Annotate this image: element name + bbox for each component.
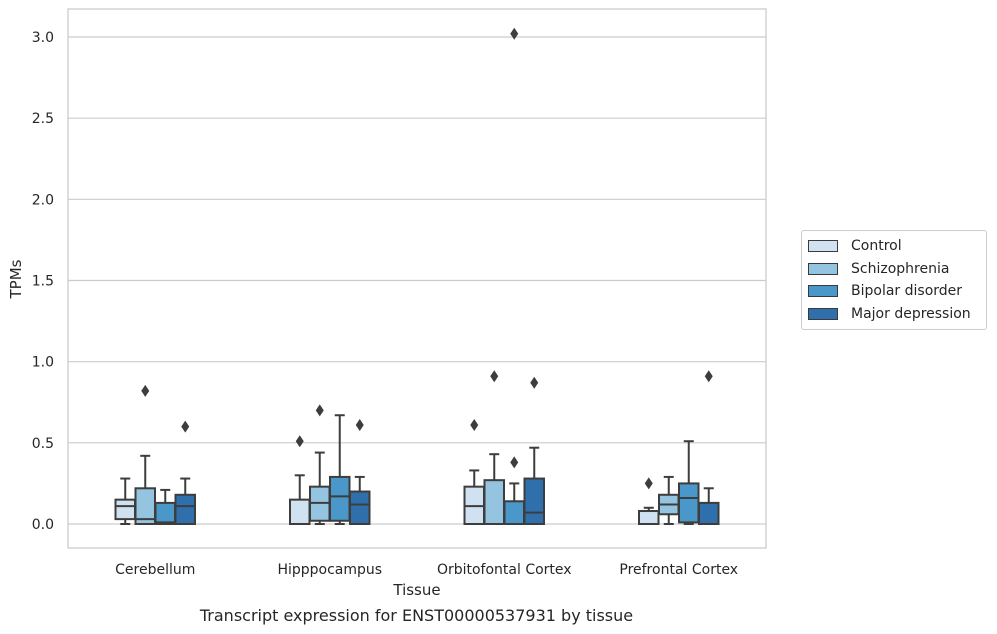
outlier-point [295,435,304,448]
box-bipolar-disorder [503,456,525,526]
box-body [678,482,700,524]
legend-label: Schizophrenia [851,260,950,277]
x-tick-label: Orbitofontal Cortex [437,562,572,578]
outlier-point [181,420,190,433]
outlier-point [315,404,324,417]
y-tick-label: 0.5 [32,436,54,452]
legend-label: Control [851,238,902,255]
box-bipolar-disorder [678,440,700,525]
box-body [174,493,196,525]
box-control [638,477,660,526]
outlier-point [510,456,519,469]
outlier-point [141,384,150,397]
box-major-depression [174,420,196,525]
y-tick-labels: 0.0 0.5 1.0 1.5 2.0 2.5 3.0 [32,30,54,533]
grid-lines [68,36,766,525]
box-schizophrenia [483,370,505,526]
box-schizophrenia [658,475,680,525]
box-body [114,498,136,521]
x-tick-labels: Cerebellum Hipppocampus Orbitofontal Corte… [115,562,738,578]
legend-label: Bipolar disorder [851,283,963,300]
box-body [329,475,351,522]
outlier-point [470,418,479,431]
box-body [154,501,176,525]
box-layer [114,27,720,526]
outlier-point [510,27,519,40]
box-schizophrenia [309,404,331,525]
legend-item: Bipolar disorder [802,280,986,303]
legend-item: Control [802,235,986,258]
box-major-depression [523,376,545,525]
box-control [114,477,136,525]
legend-swatch [808,285,838,298]
legend-label: Major depression [851,305,971,322]
legend-swatch [808,307,838,320]
y-tick-label: 0.0 [32,517,54,533]
box-body [483,479,505,526]
legend-swatch [808,240,838,253]
legend-swatch [808,262,838,275]
outlier-point [704,370,713,383]
outlier-point [530,376,539,389]
outlier-point [644,477,653,490]
box-body [698,501,720,525]
box-schizophrenia [134,384,156,525]
legend-item: Schizophrenia [802,258,986,281]
box-body [349,490,371,525]
box-control [463,418,485,525]
y-tick-label: 3.0 [32,30,54,46]
x-tick-label: Cerebellum [115,562,195,578]
x-axis-label: Tissue [392,581,440,599]
y-tick-label: 2.5 [32,111,54,127]
y-tick-label: 2.0 [32,192,54,208]
x-tick-label: Prefrontal Cortex [619,562,738,578]
plot-area-frame [67,8,767,549]
outlier-point [490,370,499,383]
box-body [523,477,545,525]
box-body [638,510,660,526]
y-tick-label: 1.0 [32,355,54,371]
box-body [289,498,311,525]
x-tick-label: Hipppocampus [277,562,382,578]
box-body [503,500,525,526]
box-major-depression [349,418,371,525]
box-control [289,435,311,525]
legend-item: Major depression [802,303,986,326]
y-axis-label: TPMs [7,259,25,299]
outlier-point [355,418,364,431]
box-bipolar-disorder [154,488,176,525]
y-tick-label: 1.5 [32,274,54,290]
box-major-depression [698,370,720,525]
box-bipolar-disorder [329,414,351,525]
figure-caption: Transcript expression for ENST0000053793… [199,606,634,625]
legend: Control Schizophrenia Bipolar disorder Majo… [801,230,987,330]
